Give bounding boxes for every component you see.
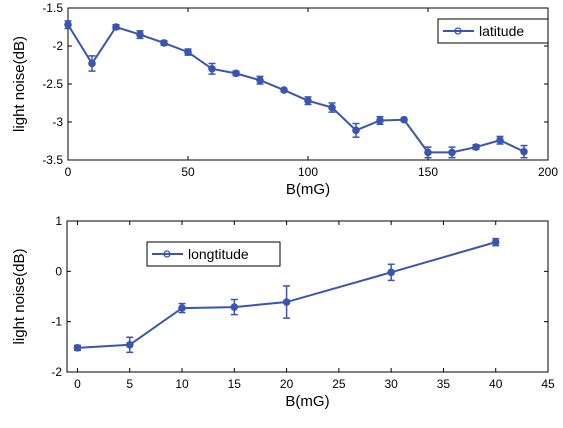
data-point	[232, 69, 240, 78]
data-point	[496, 136, 504, 145]
x-tick-label: 45	[541, 377, 555, 391]
data-point	[520, 147, 528, 156]
data-point	[280, 86, 288, 94]
x-tick-label: 25	[332, 377, 346, 391]
legend: latitude	[437, 18, 549, 44]
x-tick-label: 30	[384, 377, 398, 391]
x-axis-label: B(mG)	[285, 393, 329, 410]
x-tick-label: 35	[437, 377, 451, 391]
x-tick-label: 5	[126, 377, 133, 391]
x-tick-label: 0	[65, 165, 72, 179]
data-point	[304, 96, 312, 105]
y-tick-label: -3	[52, 115, 63, 129]
x-tick-label: 0	[74, 377, 81, 391]
data-point	[424, 148, 432, 157]
data-point	[73, 344, 82, 352]
y-tick-label: -2.5	[42, 77, 63, 91]
data-point	[136, 30, 144, 39]
legend-swatch-marker	[163, 250, 171, 258]
data-point	[112, 23, 120, 31]
y-tick-label: 0	[55, 264, 62, 278]
data-point	[88, 59, 96, 68]
data-point	[160, 39, 168, 47]
data-point	[400, 115, 408, 124]
x-tick-label: 40	[489, 377, 503, 391]
series-line-latitude	[67, 24, 525, 154]
data-point	[328, 103, 336, 112]
y-axis-label: light noise(dB)	[11, 249, 28, 345]
y-tick-label: -3.5	[42, 153, 63, 167]
data-point	[352, 126, 360, 135]
legend: longtitude	[146, 241, 281, 267]
data-point	[491, 238, 500, 246]
legend-box	[146, 241, 281, 267]
chart-1: 0 50 100 150 200 -1.5 -2 -2.5 -3 -3.5 B(mG) light n…	[11, 1, 558, 198]
data-point	[472, 143, 480, 151]
legend-swatch-marker	[454, 27, 462, 35]
y-tick-label: -2	[51, 365, 62, 379]
data-point	[64, 20, 72, 29]
plot-area-frame	[66, 220, 549, 373]
y-axis-label: light noise(dB)	[11, 36, 28, 132]
y-tick-label: -1	[51, 315, 62, 329]
data-point	[184, 48, 192, 56]
data-point	[376, 116, 384, 125]
data-point	[282, 298, 291, 306]
data-point	[125, 341, 134, 349]
x-tick-label: 150	[418, 165, 438, 179]
x-axis-label: B(mG)	[286, 181, 330, 198]
x-tick-label: 20	[280, 377, 294, 391]
legend-label: longtitude	[188, 246, 249, 262]
legend-label: latitude	[479, 23, 524, 39]
x-tick-label: 200	[538, 165, 558, 179]
y-tick-label: 1	[55, 214, 62, 228]
x-tick-label: 10	[175, 377, 189, 391]
data-point	[178, 304, 186, 312]
data-point	[387, 268, 395, 277]
data-point	[208, 65, 216, 73]
data-point	[230, 303, 239, 311]
x-tick-label: 50	[181, 165, 195, 179]
x-tick-label: 15	[228, 377, 242, 391]
x-tick-label: 100	[298, 165, 318, 179]
y-tick-label: -2	[52, 39, 63, 53]
data-point	[256, 76, 264, 84]
data-point	[448, 148, 456, 157]
y-tick-label: -1.5	[42, 1, 63, 15]
